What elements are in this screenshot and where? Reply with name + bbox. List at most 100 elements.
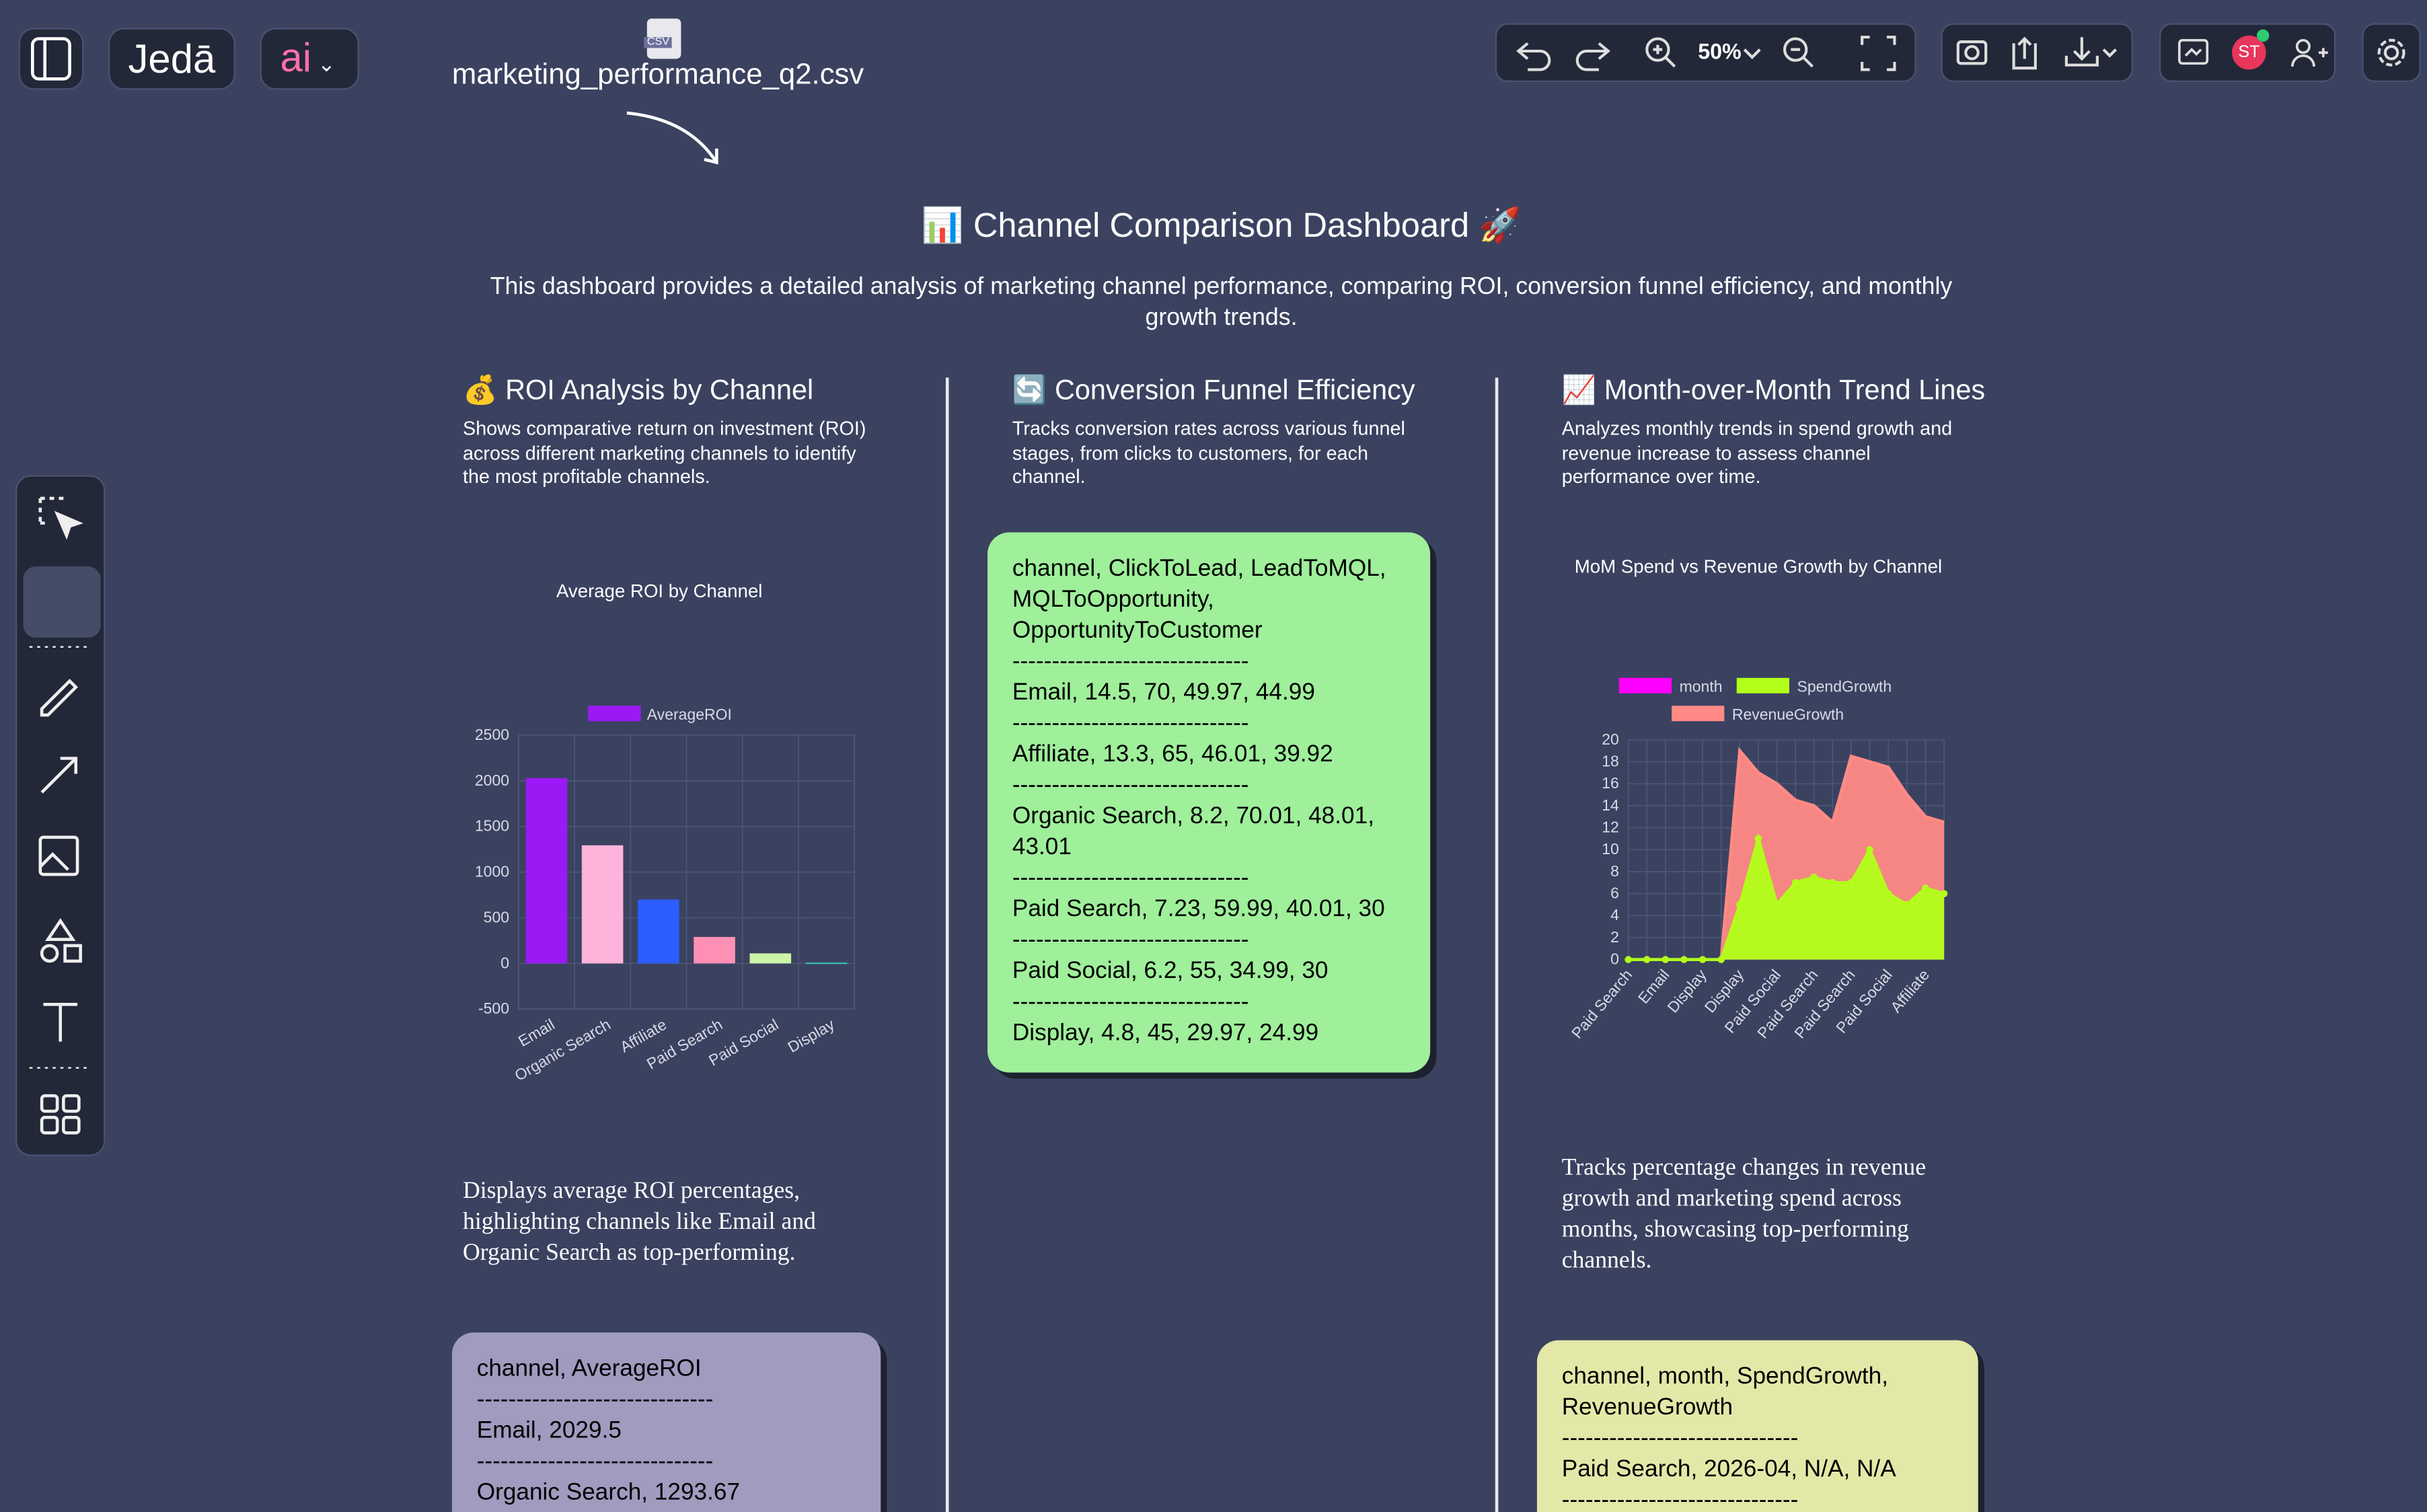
- card-line: ------------------------------: [1561, 1487, 1799, 1512]
- chart-title: Average ROI by Channel: [556, 580, 762, 601]
- point: [1866, 845, 1873, 854]
- section-description: Analyzes monthly trends in spend growth …: [1561, 418, 1953, 488]
- card-line: ------------------------------: [1012, 927, 1249, 954]
- legend-swatch: [1672, 706, 1725, 722]
- y-tick-label: 500: [484, 908, 509, 925]
- file-icon[interactable]: CSV: [644, 18, 681, 59]
- section-title: 🔄 Conversion Funnel Efficiency: [1012, 374, 1415, 406]
- card-line: Organic Search, 1293.67: [476, 1479, 741, 1506]
- x-tick-label: Paid Search: [1568, 966, 1635, 1042]
- point: [1791, 878, 1799, 886]
- y-tick-label: 4: [1610, 906, 1619, 923]
- legend-swatch: [1618, 677, 1672, 693]
- legend-label: RevenueGrowth: [1732, 706, 1844, 723]
- point: [1940, 890, 1948, 897]
- point: [1680, 956, 1688, 963]
- point: [1698, 956, 1707, 963]
- card-line: ------------------------------: [1012, 989, 1249, 1016]
- bar: [805, 962, 848, 965]
- chart-title: MoM Spend vs Revenue Growth by Channel: [1575, 556, 1942, 576]
- settings[interactable]: [2362, 23, 2421, 82]
- tool-panel: [15, 475, 106, 1156]
- y-tick-label: 14: [1602, 796, 1619, 814]
- data-card[interactable]: channel, ClickToLead, LeadToMQL, MQLToOp…: [987, 532, 1431, 1073]
- point: [1717, 956, 1725, 963]
- legend-swatch: [1736, 677, 1789, 693]
- divider: [945, 377, 949, 1512]
- zoom-level[interactable]: 50%: [1698, 38, 1742, 64]
- section-description: Tracks conversion rates across various f…: [1012, 418, 1405, 488]
- y-tick-label: 8: [1610, 862, 1619, 880]
- section-title: 💰 ROI Analysis by Channel: [463, 374, 814, 406]
- legend-label: SpendGrowth: [1797, 678, 1892, 695]
- point: [1810, 873, 1818, 881]
- point: [1903, 901, 1911, 909]
- y-tick-label: 18: [1602, 752, 1619, 769]
- card-line: Display, 4.8, 45, 29.97, 24.99: [1012, 1020, 1319, 1047]
- card-line: ------------------------------: [1012, 865, 1249, 892]
- bar: [525, 778, 568, 964]
- ai-button[interactable]: ai ⌄: [260, 28, 359, 90]
- y-tick-label: 10: [1602, 840, 1619, 858]
- point: [1661, 956, 1670, 963]
- x-tick-label: Email: [515, 1016, 558, 1050]
- point: [1847, 878, 1855, 886]
- bar: [694, 937, 735, 964]
- data-card[interactable]: channel, month, SpendGrowth, RevenueGrow…: [1536, 1340, 1978, 1512]
- sidebar-toggle[interactable]: [18, 28, 84, 90]
- x-tick-label: Display: [785, 1015, 838, 1055]
- y-tick-label: 2000: [475, 771, 509, 789]
- card-line: Email, 14.5, 70, 49.97, 44.99: [1012, 679, 1315, 706]
- point: [1625, 956, 1632, 963]
- y-tick-label: 2: [1610, 928, 1619, 946]
- data-card[interactable]: channel, AverageROI ---------------------…: [451, 1332, 881, 1512]
- bar: [581, 845, 624, 964]
- section-title: 📈 Month-over-Month Trend Lines: [1561, 374, 1986, 406]
- logo[interactable]: Jedā: [108, 28, 235, 90]
- collab-toolbar: ST: [2159, 23, 2336, 82]
- y-tick-label: 0: [500, 954, 509, 971]
- file-name[interactable]: marketing_performance_q2.csv: [451, 59, 864, 91]
- point: [1773, 901, 1781, 909]
- y-tick-label: 0: [1610, 950, 1619, 968]
- section-note: Tracks percentage changes in revenue gro…: [1561, 1154, 1927, 1274]
- area: [1628, 838, 1945, 960]
- card-line: Organic Search, 8.2, 70.01, 48.01, 43.01: [1012, 803, 1374, 861]
- x-tick-label: Organic Search: [512, 1016, 613, 1084]
- point: [1643, 956, 1651, 963]
- dashboard-title: 📊 Channel Comparison Dashboard 🚀: [921, 206, 1522, 245]
- card-line: ------------------------------: [476, 1386, 714, 1413]
- bar: [638, 899, 679, 964]
- point: [1829, 878, 1836, 886]
- legend-label: month: [1680, 678, 1723, 695]
- avatar[interactable]: ST: [2232, 35, 2266, 70]
- legend-swatch: [588, 706, 641, 722]
- y-tick-label: 2500: [475, 726, 509, 743]
- ai-label: ai: [280, 34, 312, 81]
- card-line: ------------------------------: [1012, 648, 1249, 675]
- point: [1884, 890, 1892, 897]
- line-chart: MoM Spend vs Revenue Growth by Channel 0 2…: [1568, 556, 1948, 1042]
- legend-label: AverageROI: [647, 706, 732, 723]
- x-tick-label: Display: [1664, 966, 1710, 1016]
- file-badge: CSV: [644, 37, 673, 48]
- card-line: Paid Search, 2026-04, N/A, N/A: [1561, 1456, 1896, 1483]
- y-tick-label: 1000: [475, 863, 509, 880]
- view-toolbar: 50%: [1495, 23, 1916, 82]
- y-tick-label: 6: [1610, 884, 1619, 902]
- y-tick-label: -500: [478, 999, 509, 1017]
- bar-chart: Average ROI by Channel -500 0 500 1000 1500 20…: [475, 580, 856, 1084]
- y-tick-label: 12: [1602, 818, 1619, 835]
- card-line: channel, ClickToLead, LeadToMQL, MQLToOp…: [1012, 556, 1386, 644]
- card-line: Paid Search, 7.23, 59.99, 40.01, 30: [1012, 896, 1385, 923]
- card-line: Affiliate, 13.3, 65, 46.01, 39.92: [1012, 741, 1333, 768]
- card-line: ------------------------------: [1012, 710, 1249, 737]
- card-line: ------------------------------: [1012, 772, 1249, 799]
- point: [1736, 901, 1744, 909]
- export-toolbar: [1941, 23, 2133, 82]
- y-tick-label: 1500: [475, 817, 509, 835]
- bar: [749, 953, 792, 964]
- divider: [1495, 377, 1499, 1512]
